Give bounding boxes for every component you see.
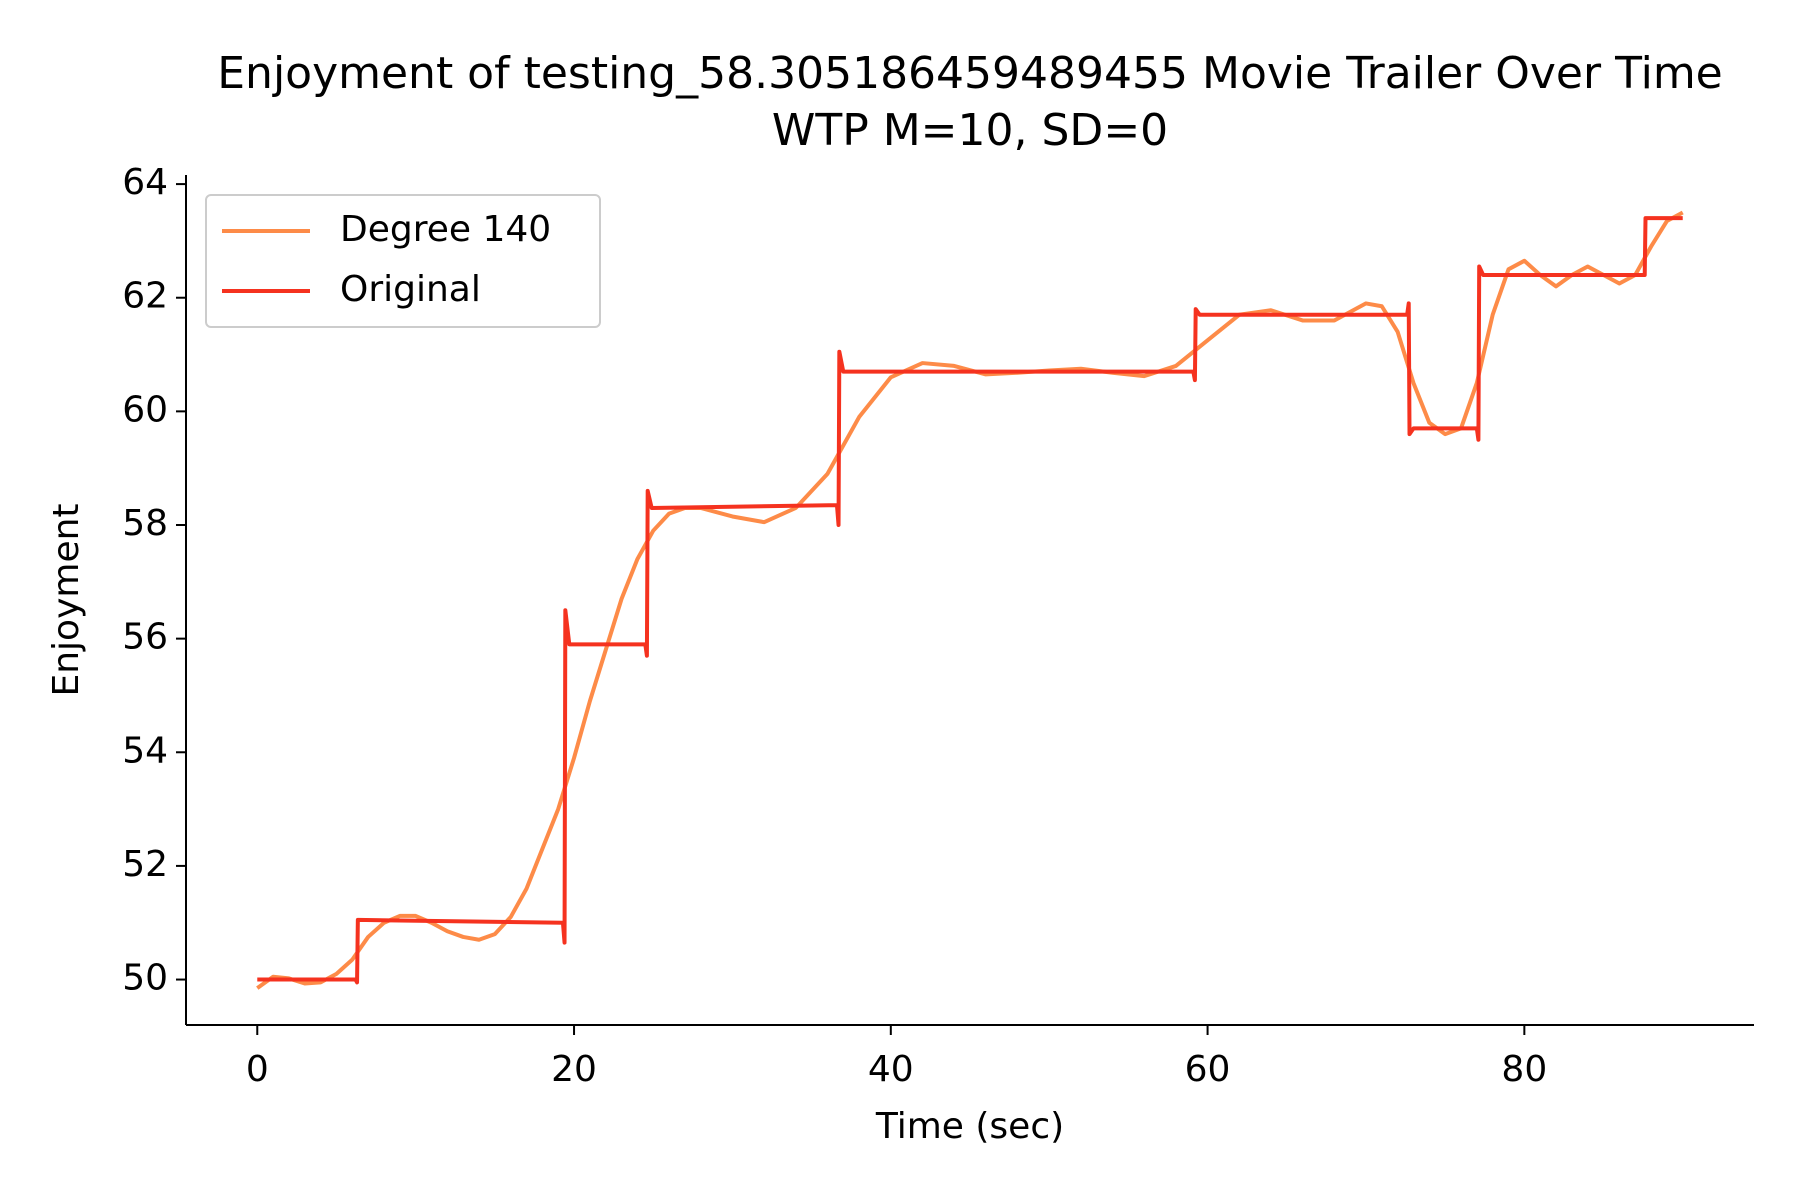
y-tick-label: 52 [122, 844, 168, 885]
y-tick-label: 62 [122, 276, 168, 317]
legend-label: Original [340, 269, 481, 310]
y-axis-label: Enjoyment [46, 503, 87, 696]
x-tick-label: 20 [551, 1049, 597, 1090]
x-tick-label: 0 [246, 1049, 269, 1090]
legend-label: Degree 140 [340, 209, 551, 250]
chart-subtitle: WTP M=10, SD=0 [772, 105, 1168, 156]
x-tick-label: 80 [1501, 1049, 1547, 1090]
legend-box [205, 194, 601, 328]
y-tick-label: 56 [122, 617, 168, 658]
x-axis-label: Time (sec) [875, 1106, 1064, 1147]
data-line [257, 216, 1683, 985]
y-tick-label: 60 [122, 389, 168, 430]
chart-title: Enjoyment of testing_58.305186459489455 … [217, 48, 1723, 99]
x-tick-label: 40 [868, 1049, 914, 1090]
y-tick-label: 58 [122, 503, 168, 544]
y-tick-label: 64 [122, 162, 168, 203]
y-tick-label: 54 [122, 730, 168, 771]
x-tick-label: 60 [1185, 1049, 1231, 1090]
y-tick-label: 50 [122, 958, 168, 999]
